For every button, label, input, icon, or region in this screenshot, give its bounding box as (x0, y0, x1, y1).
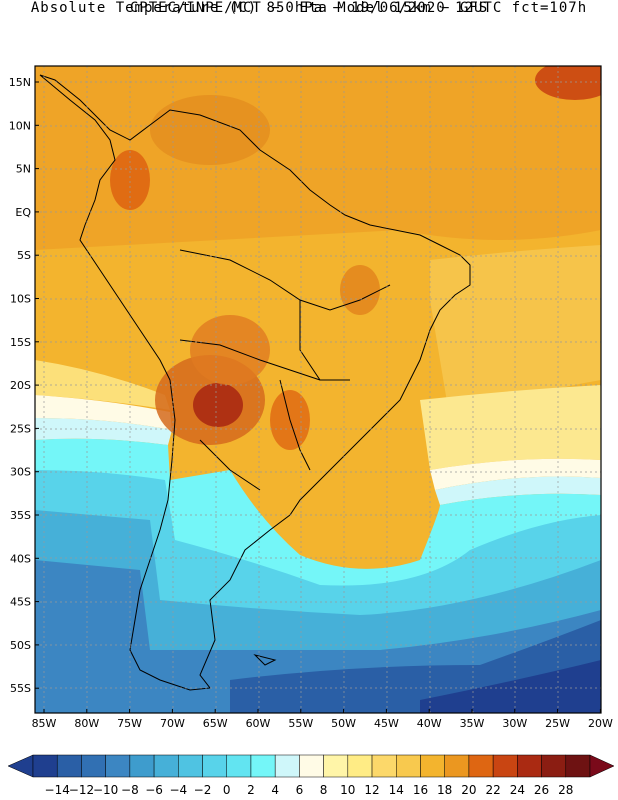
colorbar-label: 12 (364, 783, 379, 797)
colorbar-swatch (274, 754, 300, 778)
colorbar-swatch (299, 754, 324, 778)
lon-tick-label: 45W (374, 717, 399, 730)
temperature-field (35, 66, 601, 713)
colorbar-swatch (541, 754, 567, 778)
lat-tick-label: 55S (10, 682, 31, 695)
colorbar-swatch (517, 754, 542, 778)
lon-tick-label: 30W (502, 717, 527, 730)
colorbar-swatch (492, 754, 518, 778)
colorbar-label: −8 (121, 783, 139, 797)
colorbar-label: 24 (510, 783, 525, 797)
colorbar-swatch (32, 754, 58, 778)
lon-tick-label: 80W (74, 717, 99, 730)
colorbar-label: 4 (271, 783, 279, 797)
lon-tick-label: 55W (288, 717, 313, 730)
lat-tick-label: 30S (10, 466, 31, 479)
lon-tick-label: 70W (160, 717, 185, 730)
lat-tick-label: 45S (10, 596, 31, 609)
colorbar-arrow-right (589, 754, 615, 778)
colorbar: −14−12−10 −8 −6 −4 −2 0 2 4 6 8 10 12 14 16 18 20 22 24 26… (7, 754, 615, 797)
lat-tick-label: 40S (10, 552, 31, 565)
colorbar-swatch (444, 754, 470, 778)
coastlines (39, 74, 471, 691)
lat-tick-label: 50S (10, 639, 31, 652)
colorbar-swatch (250, 754, 276, 778)
colorbar-swatch (396, 754, 421, 778)
lat-tick-label: 35S (10, 509, 31, 522)
lat-tick-label: EQ (15, 206, 31, 219)
colorbar-label: 8 (320, 783, 328, 797)
colorbar-swatch (565, 754, 591, 778)
longitude-axis: 85W 80W 75W 70W 65W 60W 55W 50W 45W 40W 35W 30W 25W 2… (32, 709, 613, 730)
colorbar-swatch (468, 754, 494, 778)
colorbar-label: 18 (437, 783, 452, 797)
lat-tick-label: 10S (10, 293, 31, 306)
map-title-line-2: Absolute Temperature (C) 850hPa − 19/06/… (30, 0, 588, 16)
colorbar-label: 16 (413, 783, 428, 797)
colorbar-label: 10 (340, 783, 355, 797)
colorbar-swatch (347, 754, 373, 778)
lat-tick-label: 15N (9, 76, 31, 89)
colorbar-arrow-left (7, 754, 34, 778)
colorbar-label: 2 (247, 783, 255, 797)
lat-tick-label: 5S (17, 249, 31, 262)
lon-tick-label: 35W (460, 717, 485, 730)
colorbar-label: −2 (194, 783, 212, 797)
colorbar-label: −4 (169, 783, 187, 797)
colorbar-label: 26 (534, 783, 549, 797)
map-frame (34, 65, 602, 714)
lon-tick-label: 50W (331, 717, 356, 730)
colorbar-swatch (226, 754, 252, 778)
colorbar-label: 6 (296, 783, 304, 797)
colorbar-swatch (129, 754, 155, 778)
colorbar-swatch (153, 754, 179, 778)
colorbar-label: 14 (389, 783, 404, 797)
lon-tick-label: 85W (32, 717, 57, 730)
colorbar-label: 0 (223, 783, 231, 797)
colorbar-swatch (202, 754, 227, 778)
colorbar-label: −14 (45, 783, 70, 797)
colorbar-swatch (178, 754, 203, 778)
colorbar-label: −10 (93, 783, 118, 797)
lon-tick-label: 75W (117, 717, 142, 730)
colorbar-swatch (371, 754, 397, 778)
colorbar-swatch (420, 754, 445, 778)
lon-tick-label: 65W (203, 717, 228, 730)
colorbar-label: 28 (558, 783, 573, 797)
colorbar-swatch (56, 754, 82, 778)
lat-tick-label: 20S (10, 379, 31, 392)
lon-tick-label: 40W (417, 717, 442, 730)
colorbar-label: 20 (461, 783, 476, 797)
colorbar-label: −12 (69, 783, 94, 797)
lat-tick-label: 15S (10, 336, 31, 349)
lat-tick-label: 5N (16, 163, 31, 176)
graticule (35, 66, 601, 713)
colorbar-label: 22 (485, 783, 500, 797)
lon-tick-label: 25W (545, 717, 570, 730)
colorbar-swatch (323, 754, 349, 778)
lat-tick-label: 10N (9, 119, 31, 132)
colorbar-swatch (105, 754, 131, 778)
lon-tick-label: 60W (246, 717, 271, 730)
colorbar-label: −6 (145, 783, 163, 797)
map-title-line-1: CPTEC/INPE/MCT − Eta Model 15km − GFS (129, 0, 489, 16)
lat-tick-label: 25S (10, 422, 31, 435)
latitude-axis: 15N 10N 5N EQ 5S 10S 15S 20S 25S 30S 35S 40S 45S 50S 5… (9, 76, 39, 695)
colorbar-swatch (81, 754, 106, 778)
lon-tick-label: 20W (588, 717, 613, 730)
